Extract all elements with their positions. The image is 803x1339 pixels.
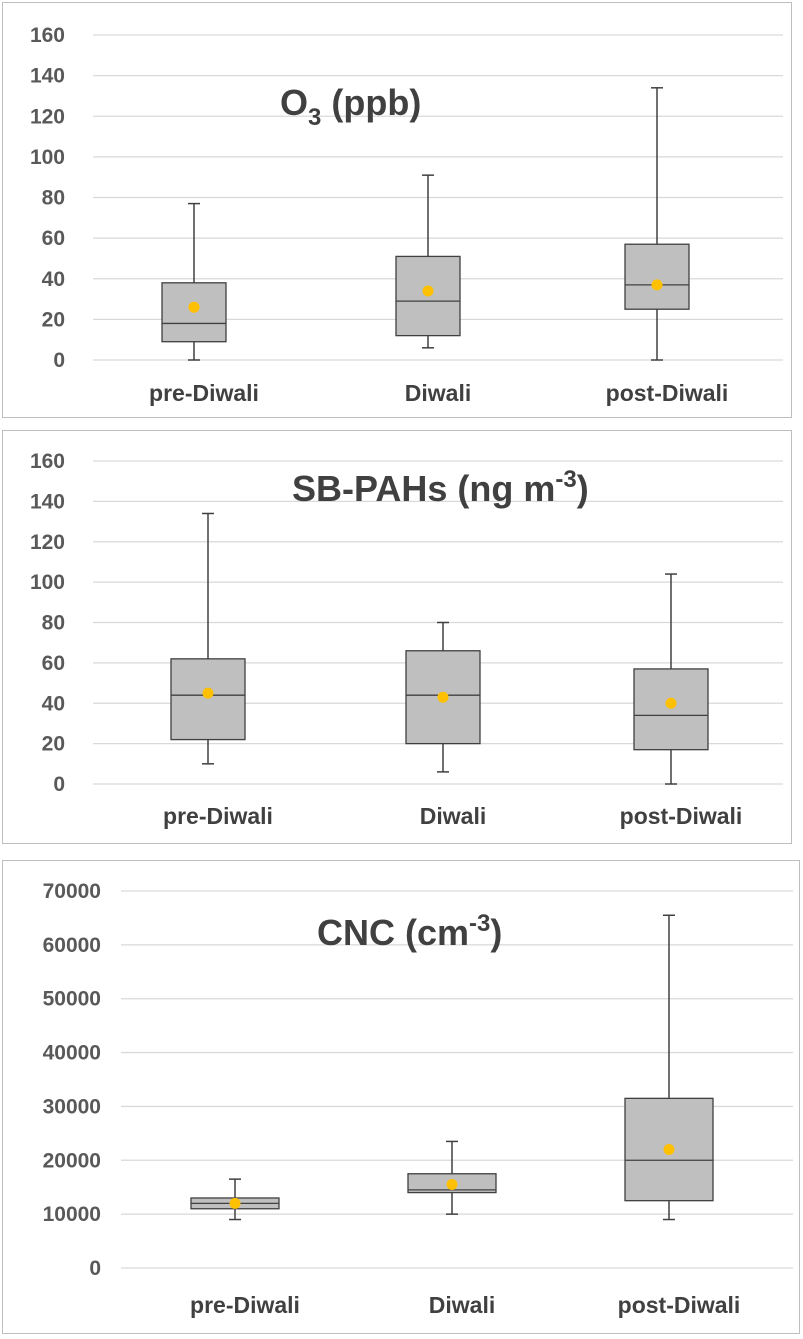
- o3-y-axis: 0 20 40 60 80 100 120 140 160: [30, 24, 65, 372]
- box-plot-diwali: [405, 621, 481, 773]
- y-tick-label: 80: [42, 187, 65, 210]
- box-plot-diwali: [395, 174, 461, 349]
- mean-marker: [663, 1144, 675, 1156]
- mean-marker: [651, 279, 663, 291]
- x-category-label: pre-Diwali: [190, 1292, 300, 1318]
- sb-pahs-x-axis: pre-Diwali Diwali post-Diwali: [163, 803, 742, 829]
- y-tick-label: 40: [42, 268, 65, 291]
- y-tick-label: 160: [30, 24, 65, 47]
- box-plot-diwali: [407, 1140, 497, 1215]
- x-category-label: Diwali: [429, 1292, 495, 1318]
- y-tick-label: 140: [30, 490, 65, 513]
- x-category-label: Diwali: [420, 803, 486, 829]
- o3-boxes: [161, 87, 690, 361]
- y-tick-label: 100: [30, 146, 65, 169]
- y-tick-label: 120: [30, 531, 65, 554]
- mean-marker: [202, 687, 214, 699]
- sb-pahs-boxes: [170, 512, 709, 785]
- o3-chart-panel: 0 20 40 60 80 100 120 140 160 pre-Diwali Diwali po…: [2, 2, 792, 418]
- x-category-label: post-Diwali: [620, 803, 743, 829]
- y-tick-label: 60000: [43, 934, 101, 957]
- y-tick-label: 10000: [43, 1203, 101, 1226]
- mean-marker: [229, 1197, 241, 1209]
- y-tick-label: 30000: [43, 1095, 101, 1118]
- o3-box-plot: 0 20 40 60 80 100 120 140 160 pre-Diwali Diwali po…: [30, 24, 783, 406]
- y-tick-label: 0: [53, 773, 65, 796]
- cnc-boxes: [190, 914, 714, 1221]
- x-category-label: pre-Diwali: [149, 380, 259, 406]
- y-tick-label: 70000: [43, 880, 101, 903]
- y-tick-label: 50000: [43, 988, 101, 1011]
- y-tick-label: 20: [42, 733, 65, 756]
- x-category-label: post-Diwali: [606, 380, 729, 406]
- box-plot-pre-diwali: [161, 202, 227, 361]
- x-category-label: post-Diwali: [618, 1292, 741, 1318]
- y-tick-label: 40000: [43, 1042, 101, 1065]
- y-tick-label: 140: [30, 65, 65, 88]
- x-category-label: pre-Diwali: [163, 803, 273, 829]
- cnc-x-axis: pre-Diwali Diwali post-Diwali: [190, 1292, 740, 1318]
- sb-pahs-box-plot: 0 20 40 60 80 100 120 140 160 pre-Diwali Diwali po…: [30, 450, 783, 829]
- y-tick-label: 0: [53, 349, 65, 372]
- iqr-box: [170, 658, 246, 741]
- iqr-box: [624, 243, 690, 310]
- iqr-box: [405, 650, 481, 745]
- y-tick-label: 160: [30, 450, 65, 473]
- y-tick-label: 20: [42, 308, 65, 331]
- box-plot-post-diwali: [633, 573, 709, 785]
- box-plot-pre-diwali: [170, 512, 246, 765]
- box-plot-post-diwali: [624, 914, 714, 1221]
- sb-pahs-y-axis: 0 20 40 60 80 100 120 140 160: [30, 450, 65, 796]
- y-tick-label: 120: [30, 105, 65, 128]
- mean-marker: [446, 1179, 458, 1191]
- y-tick-label: 60: [42, 227, 65, 250]
- o3-x-axis: pre-Diwali Diwali post-Diwali: [149, 380, 728, 406]
- box-plot-post-diwali: [624, 87, 690, 361]
- o3-chart-title: O3 (ppb): [280, 82, 421, 131]
- sb-pahs-chart-title: SB-PAHs (ng m-3): [292, 466, 589, 509]
- cnc-box-plot: 0 10000 20000 30000 40000 50000 60000 70000 pre…: [43, 880, 793, 1318]
- y-tick-label: 0: [89, 1257, 101, 1280]
- y-tick-label: 100: [30, 571, 65, 594]
- x-category-label: Diwali: [405, 380, 471, 406]
- y-tick-label: 20000: [43, 1149, 101, 1172]
- cnc-chart-title: CNC (cm-3): [317, 910, 502, 953]
- y-tick-label: 60: [42, 652, 65, 675]
- iqr-box: [633, 668, 709, 751]
- sb-pahs-chart-panel: 0 20 40 60 80 100 120 140 160 pre-Diwali Diwali po…: [2, 430, 792, 844]
- y-tick-label: 80: [42, 612, 65, 635]
- cnc-gridlines: [121, 890, 793, 1269]
- box-plot-pre-diwali: [190, 1178, 280, 1221]
- cnc-chart-panel: 0 10000 20000 30000 40000 50000 60000 70000 pre…: [2, 860, 800, 1334]
- mean-marker: [422, 285, 434, 297]
- mean-marker: [665, 697, 677, 709]
- mean-marker: [188, 301, 200, 313]
- cnc-y-axis: 0 10000 20000 30000 40000 50000 60000 70000: [43, 880, 101, 1280]
- mean-marker: [437, 691, 449, 703]
- y-tick-label: 40: [42, 692, 65, 715]
